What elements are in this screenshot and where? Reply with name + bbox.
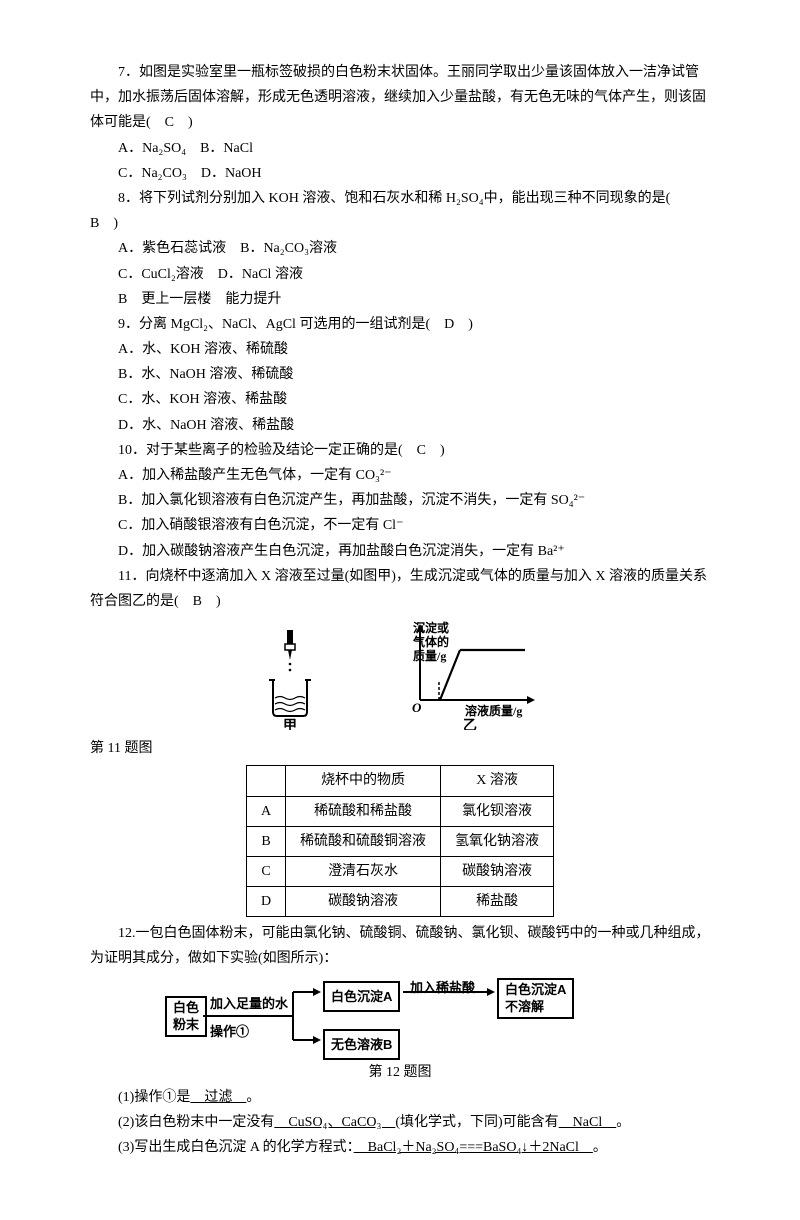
q10-opt-d: D．加入碳酸钠溶液产生白色沉淀，再加盐酸白色沉淀消失，一定有 Ba²⁺: [90, 539, 710, 564]
cell: 碳酸钠溶液: [286, 887, 441, 917]
q12-stem: 12.一包白色固体粉末，可能由氯化钠、硫酸铜、硫酸钠、氯化钡、碳酸钙中的一种或几…: [90, 921, 710, 971]
table-row: 烧杯中的物质 X 溶液: [246, 766, 553, 796]
cell: 烧杯中的物质: [286, 766, 441, 796]
jia-label: 甲: [283, 718, 297, 730]
cell: A: [246, 796, 285, 826]
table-row: C 澄清石灰水 碳酸钠溶液: [246, 856, 553, 886]
a3-post: 。: [593, 1140, 607, 1155]
a2-ans2: NaCl: [559, 1115, 617, 1130]
q9-opt-a: A．水、KOH 溶液、稀硫酸: [90, 337, 710, 362]
a2-mid: (填化学式，下同)可能含有: [395, 1115, 558, 1130]
a2-ans1: CuSO₄、CaCO₃: [274, 1115, 395, 1130]
q11-table: 烧杯中的物质 X 溶液 A 稀硫酸和稀盐酸 氯化钡溶液 B 稀硫酸和硫酸铜溶液 …: [246, 765, 554, 917]
flow-box-b: 无色溶液B: [323, 1029, 400, 1060]
q12-a3: (3)写出生成白色沉淀 A 的化学方程式： BaCl₂＋Na₂SO₄===BaS…: [90, 1135, 710, 1160]
q11-caption: 第 11 题图: [90, 736, 710, 761]
cell: C: [246, 856, 285, 886]
svg-text:溶液质量/g: 溶液质量/g: [465, 703, 522, 718]
flow-box-a: 白色沉淀A: [323, 981, 400, 1012]
q8-opt-cd: C．CuCl₂溶液 D．NaCl 溶液: [90, 262, 710, 287]
q11-figure-row: 甲 沉淀或 气体的 质量/g O 溶液质量/g 乙: [90, 620, 710, 730]
cell: 稀盐酸: [441, 887, 554, 917]
svg-text:乙: 乙: [463, 718, 477, 730]
cell: 氢氧化钠溶液: [441, 826, 554, 856]
q7-opt-cd: C．Na₂CO₃ D．NaOH: [90, 161, 710, 186]
cell: [246, 766, 285, 796]
cell: 碳酸钠溶液: [441, 856, 554, 886]
q9-opt-c: C．水、KOH 溶液、稀盐酸: [90, 387, 710, 412]
q12-a1: (1)操作①是 过滤 。: [90, 1085, 710, 1110]
a3-ans: BaCl₂＋Na₂SO₄===BaSO₄↓＋2NaCl: [354, 1140, 593, 1155]
q12-flowchart: 白色粉末 加入足量的水 操作① 白色沉淀A 无色溶液B 加入稀盐酸 白色沉淀A不…: [90, 978, 710, 1058]
q9-stem: 9．分离 MgCl₂、NaCl、AgCl 可选用的一组试剂是( D ): [90, 312, 710, 337]
a1-ans: 过滤: [190, 1090, 246, 1105]
q12-caption: 第 12 题图: [90, 1060, 710, 1085]
table-row: D 碳酸钠溶液 稀盐酸: [246, 887, 553, 917]
a2-pre: (2)该白色粉末中一定没有: [118, 1115, 274, 1130]
q11-graph: 沉淀或 气体的 质量/g O 溶液质量/g 乙: [365, 620, 545, 730]
q9-opt-b: B．水、NaOH 溶液、稀硫酸: [90, 362, 710, 387]
q8-stem: 8．将下列试剂分别加入 KOH 溶液、饱和石灰水和稀 H₂SO₄中，能出现三种不…: [90, 186, 710, 236]
q11-beaker: 甲: [255, 630, 325, 730]
q10-opt-b: B．加入氯化钡溶液有白色沉淀产生，再加盐酸，沉淀不消失，一定有 SO₄²⁻: [90, 488, 710, 513]
table-row: A 稀硫酸和稀盐酸 氯化钡溶液: [246, 796, 553, 826]
q8-extra: B 更上一层楼 能力提升: [90, 287, 710, 312]
q12-a2: (2)该白色粉末中一定没有 CuSO₄、CaCO₃ (填化学式，下同)可能含有 …: [90, 1110, 710, 1135]
q10-opt-c: C．加入硝酸银溶液有白色沉淀，不一定有 Cl⁻: [90, 513, 710, 538]
q9-opt-d: D．水、NaOH 溶液、稀盐酸: [90, 413, 710, 438]
cell: B: [246, 826, 285, 856]
svg-text:气体的: 气体的: [412, 634, 449, 649]
q7-opt-ab: A．Na₂SO₄ B．NaCl: [90, 136, 710, 161]
q11-stem: 11．向烧杯中逐滴加入 X 溶液至过量(如图甲)，生成沉淀或气体的质量与加入 X…: [90, 564, 710, 614]
cell: X 溶液: [441, 766, 554, 796]
a1-pre: (1)操作①是: [118, 1090, 190, 1105]
cell: 稀硫酸和稀盐酸: [286, 796, 441, 826]
a1-post: 。: [246, 1090, 260, 1105]
a3-pre: (3)写出生成白色沉淀 A 的化学方程式：: [118, 1140, 354, 1155]
q7-stem: 7．如图是实验室里一瓶标签破损的白色粉末状固体。王丽同学取出少量该固体放入一洁净…: [90, 60, 710, 136]
svg-text:质量/g: 质量/g: [413, 648, 446, 663]
cell: 澄清石灰水: [286, 856, 441, 886]
cell: D: [246, 887, 285, 917]
flow-box-a2: 白色沉淀A不溶解: [497, 978, 574, 1020]
a2-post: 。: [616, 1115, 630, 1130]
cell: 稀硫酸和硫酸铜溶液: [286, 826, 441, 856]
svg-text:O: O: [412, 700, 422, 715]
table-row: B 稀硫酸和硫酸铜溶液 氢氧化钠溶液: [246, 826, 553, 856]
q10-opt-a: A．加入稀盐酸产生无色气体，一定有 CO₃²⁻: [90, 463, 710, 488]
cell: 氯化钡溶液: [441, 796, 554, 826]
q10-stem: 10．对于某些离子的检验及结论一定正确的是( C ): [90, 438, 710, 463]
q8-opt-ab: A．紫色石蕊试液 B．Na₂CO₃溶液: [90, 236, 710, 261]
flow-start: 白色粉末: [165, 996, 207, 1038]
